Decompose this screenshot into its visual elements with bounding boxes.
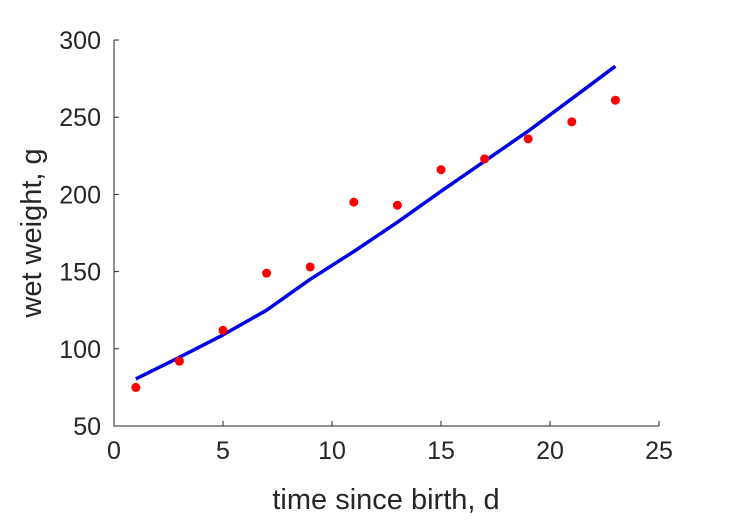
y-tick-label: 150 bbox=[59, 259, 101, 287]
x-tick-label: 20 bbox=[536, 437, 564, 465]
x-tick-label: 5 bbox=[216, 437, 230, 465]
y-tick-label: 100 bbox=[59, 336, 101, 364]
x-tick-label: 15 bbox=[427, 437, 455, 465]
data-point bbox=[392, 200, 402, 210]
data-point bbox=[174, 356, 184, 366]
data-point bbox=[567, 117, 577, 127]
data-point bbox=[131, 382, 141, 392]
data-point bbox=[262, 268, 272, 278]
fit-curve-line bbox=[135, 64, 617, 381]
y-tick-label: 300 bbox=[59, 27, 101, 55]
data-point bbox=[610, 95, 620, 105]
data-point bbox=[523, 134, 533, 144]
y-axis-ticks: 50 100 150 200 250 300 bbox=[59, 27, 119, 441]
data-point bbox=[218, 325, 228, 335]
data-point bbox=[349, 197, 359, 207]
data-point bbox=[305, 262, 315, 272]
x-axis-label: time since birth, d bbox=[272, 484, 499, 516]
y-tick-label: 200 bbox=[59, 181, 101, 209]
x-tick-label: 0 bbox=[107, 437, 121, 465]
data-point bbox=[480, 154, 490, 164]
x-tick-label: 10 bbox=[318, 437, 346, 465]
axes: 0 5 10 15 20 25 50 100 150 200 250 300 bbox=[59, 27, 673, 465]
y-axis-label: wet weight, g bbox=[16, 148, 48, 318]
y-tick-label: 250 bbox=[59, 104, 101, 132]
data-point bbox=[436, 165, 446, 175]
series-layer bbox=[131, 64, 620, 392]
y-tick-label: 50 bbox=[73, 413, 101, 441]
x-tick-label: 25 bbox=[645, 437, 673, 465]
axis-lines bbox=[113, 40, 659, 427]
x-axis-ticks: 0 5 10 15 20 25 bbox=[107, 421, 673, 465]
